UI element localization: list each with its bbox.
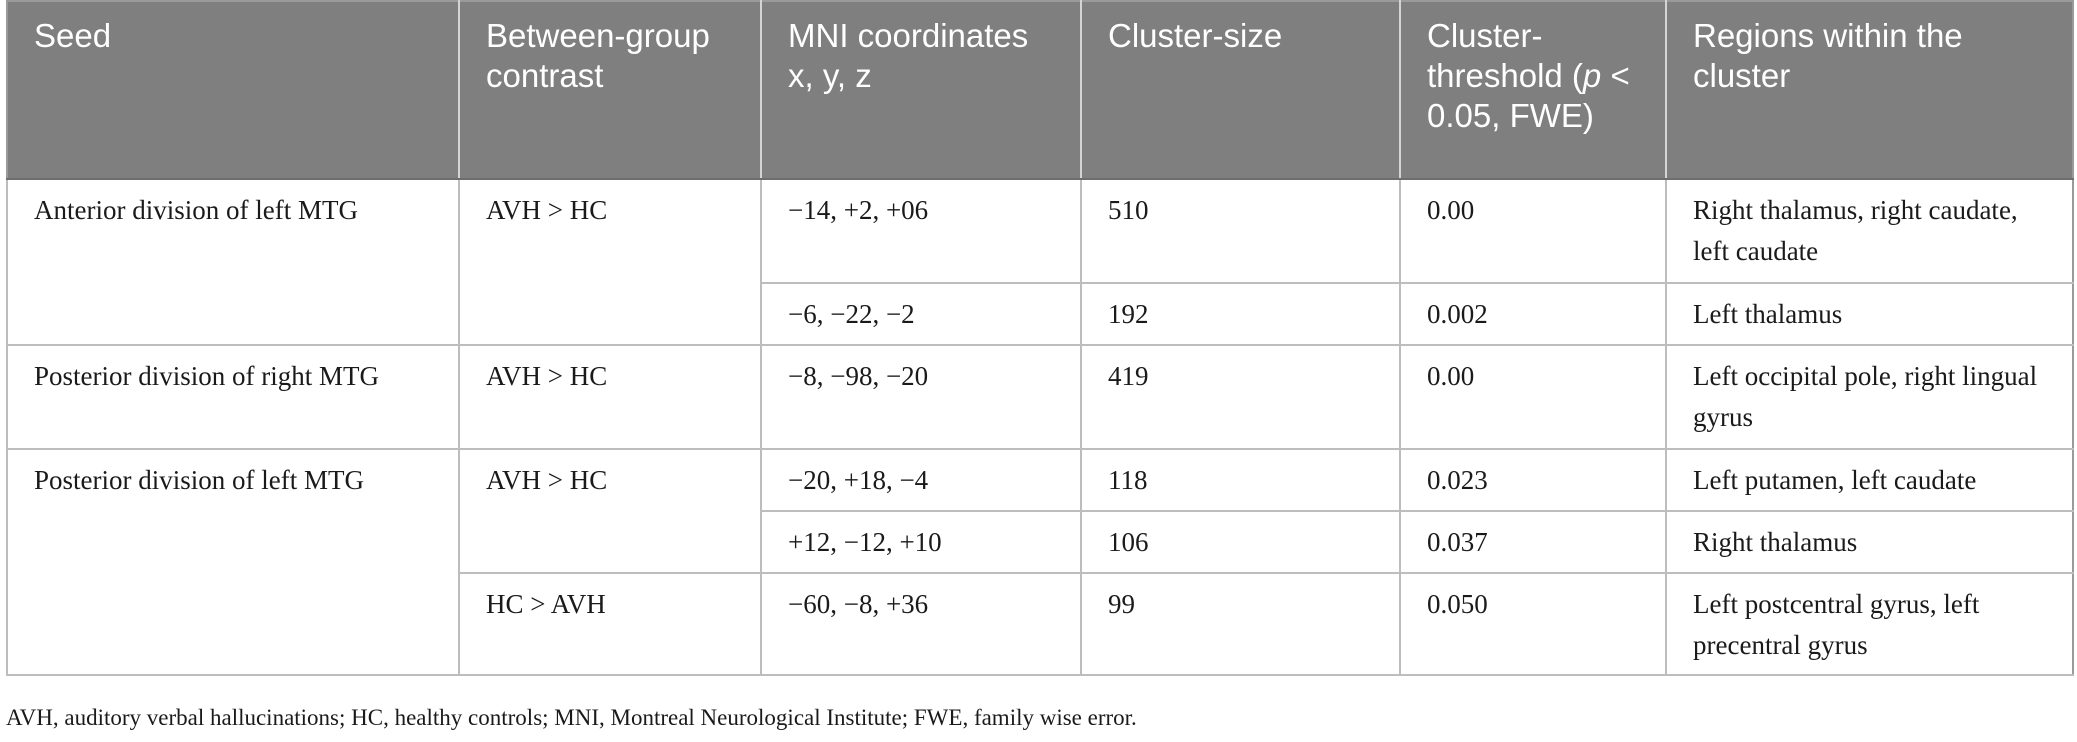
header-threshold-pre: Cluster-threshold ( <box>1427 17 1583 94</box>
cell-threshold: 0.00 <box>1399 179 1666 284</box>
cell-contrast: AVH > HC <box>458 179 761 346</box>
cell-seed: Posterior division of right MTG <box>6 345 459 450</box>
cell-regions: Left thalamus <box>1665 283 2073 346</box>
header-regions: Regions within the cluster <box>1665 1 2073 180</box>
cell-mni: −20, +18, −4 <box>760 449 1081 512</box>
header-cluster-threshold: Cluster-threshold (p < 0.05, FWE) <box>1399 1 1666 180</box>
header-threshold-p: p <box>1582 57 1602 94</box>
table-row: −6, −22, −2 192 0.002 Left thalamus <box>7 283 2073 346</box>
header-threshold-post: < 0.05, FWE) <box>1427 57 1630 134</box>
cell-regions: Left occipital pole, right lingual gyrus <box>1665 345 2073 450</box>
header-seed: Seed <box>7 1 459 180</box>
cell-cluster-size: 106 <box>1080 511 1400 574</box>
cell-cluster-size: 510 <box>1080 179 1400 284</box>
cell-contrast: AVH > HC <box>458 345 761 450</box>
table-footnote: AVH, auditory verbal hallucinations; HC,… <box>6 705 1137 730</box>
cell-regions: Right thalamus, right caudate, left caud… <box>1665 179 2073 284</box>
cell-threshold: 0.050 <box>1399 573 1666 676</box>
table-row: +12, −12, +10 106 0.037 Right thalamus <box>7 511 2073 574</box>
table-header-row: Seed Between-group contrast MNI coordina… <box>7 1 2073 180</box>
cell-contrast: AVH > HC <box>458 449 761 574</box>
header-contrast: Between-group contrast <box>458 1 761 180</box>
cell-mni: −6, −22, −2 <box>760 283 1081 346</box>
cell-mni: −8, −98, −20 <box>760 345 1081 450</box>
cell-cluster-size: 419 <box>1080 345 1400 450</box>
cell-contrast: HC > AVH <box>458 573 761 676</box>
header-cluster-size: Cluster-size <box>1080 1 1400 180</box>
cell-cluster-size: 118 <box>1080 449 1400 512</box>
table-row: Posterior division of left MTG AVH > HC … <box>6 449 2073 676</box>
cell-seed: Anterior division of left MTG <box>6 179 459 346</box>
cell-threshold: 0.023 <box>1399 449 1666 512</box>
results-table: Seed Between-group contrast MNI coordina… <box>6 0 2074 676</box>
cell-threshold: 0.00 <box>1399 345 1666 450</box>
header-mni: MNI coordinates x, y, z <box>760 1 1081 180</box>
results-table-container: Seed Between-group contrast MNI coordina… <box>6 0 2074 676</box>
cell-regions: Right thalamus <box>1665 511 2073 574</box>
cell-seed: Posterior division of left MTG <box>6 449 459 676</box>
cell-mni: −14, +2, +06 <box>760 179 1081 284</box>
cell-mni: −60, −8, +36 <box>760 573 1081 676</box>
cell-cluster-size: 99 <box>1080 573 1400 676</box>
cell-regions: Left putamen, left caudate <box>1665 449 2073 512</box>
table-row: Anterior division of left MTG AVH > HC −… <box>6 179 2073 346</box>
cell-threshold: 0.002 <box>1399 283 1666 346</box>
cell-cluster-size: 192 <box>1080 283 1400 346</box>
table-row: HC > AVH −60, −8, +36 99 0.050 Left post… <box>7 573 2073 676</box>
table-row: Posterior division of right MTG AVH > HC… <box>6 345 2073 450</box>
cell-regions: Left postcentral gyrus, left precentral … <box>1665 573 2073 676</box>
cell-mni: +12, −12, +10 <box>760 511 1081 574</box>
cell-threshold: 0.037 <box>1399 511 1666 574</box>
